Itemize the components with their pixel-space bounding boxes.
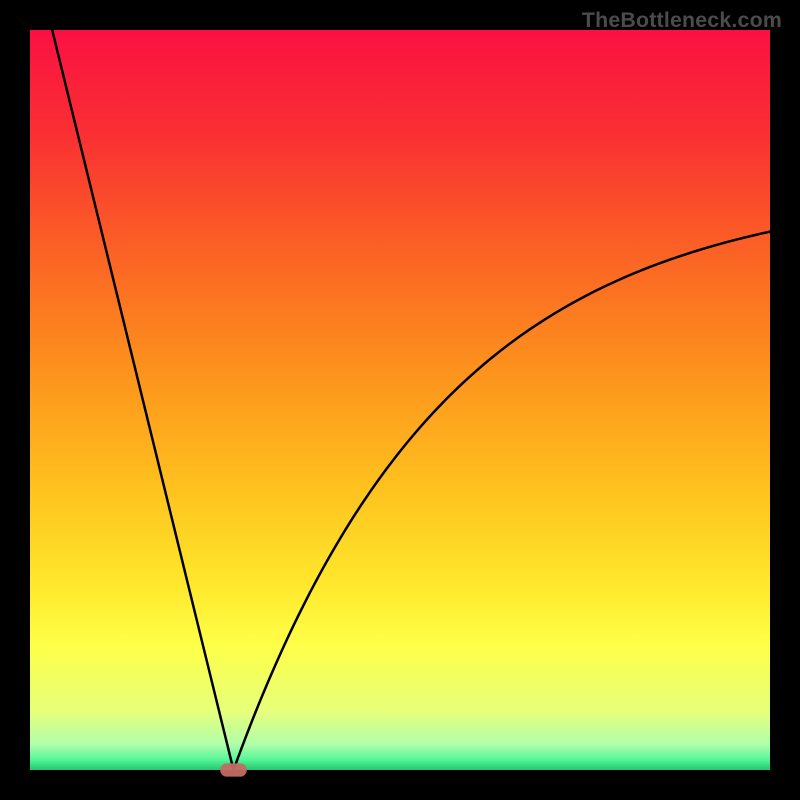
chart-container: TheBottleneck.com	[0, 0, 800, 800]
bottleneck-chart-svg	[0, 0, 800, 800]
watermark-text: TheBottleneck.com	[582, 8, 782, 33]
optimum-marker	[220, 763, 247, 776]
plot-area	[30, 30, 770, 770]
